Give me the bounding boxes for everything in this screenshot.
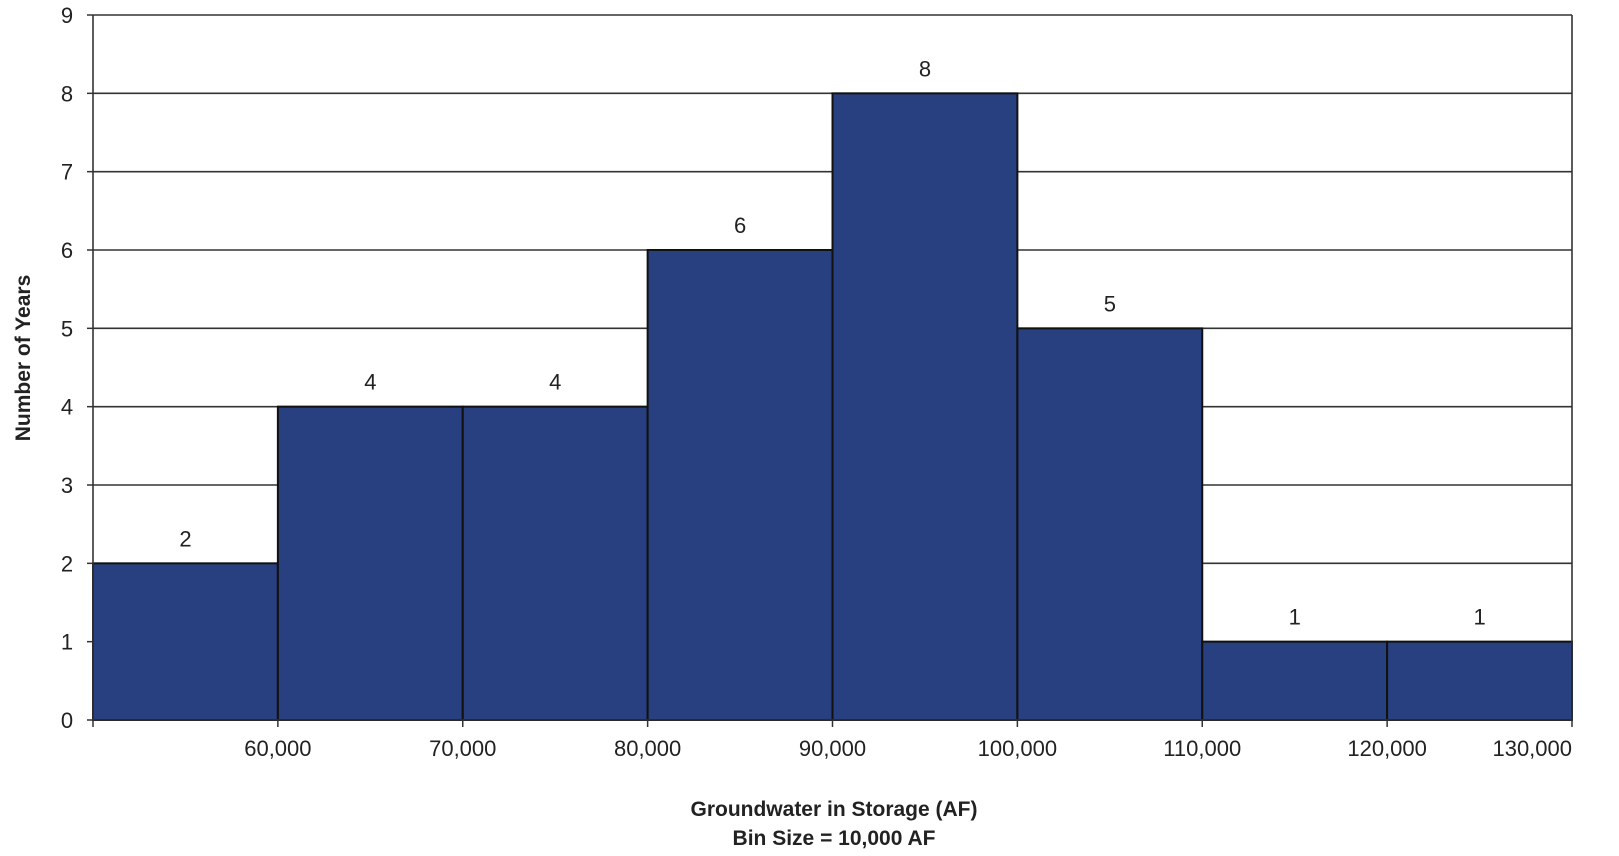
y-tick-label: 9 bbox=[61, 3, 73, 28]
x-tick-label: 70,000 bbox=[429, 736, 496, 761]
data-label: 1 bbox=[1473, 605, 1485, 630]
data-label: 4 bbox=[364, 370, 376, 395]
bar bbox=[92, 562, 279, 721]
y-tick-label: 6 bbox=[61, 238, 73, 263]
bars bbox=[92, 92, 1573, 722]
y-tick-label: 7 bbox=[61, 160, 73, 185]
x-tick-label: 60,000 bbox=[244, 736, 311, 761]
y-tick-label: 8 bbox=[61, 81, 73, 106]
bar bbox=[831, 92, 1019, 722]
bar bbox=[646, 249, 834, 721]
x-axis-title: Groundwater in Storage (AF) bbox=[690, 798, 977, 821]
bar bbox=[461, 405, 649, 721]
x-tick-label: 120,000 bbox=[1347, 736, 1427, 761]
data-label: 2 bbox=[179, 526, 191, 551]
y-tick-label: 4 bbox=[61, 395, 73, 420]
axes bbox=[87, 14, 1573, 727]
y-tick-label: 1 bbox=[61, 630, 73, 655]
y-tick-label: 3 bbox=[61, 473, 73, 498]
x-tick-label: 80,000 bbox=[614, 736, 681, 761]
y-tick-labels: 0 1 2 3 4 5 6 7 8 9 bbox=[61, 3, 73, 733]
bar bbox=[276, 405, 464, 721]
y-tick-label: 0 bbox=[61, 708, 73, 733]
x-tick-labels: 60,000 70,000 80,000 90,000 100,000 110,000 12… bbox=[244, 736, 1572, 761]
y-tick-label: 2 bbox=[61, 551, 73, 576]
bar bbox=[1201, 640, 1389, 722]
data-labels: 2 4 4 6 8 5 1 1 bbox=[179, 56, 1485, 629]
x-tick-label: 130,000 bbox=[1492, 736, 1572, 761]
data-label: 1 bbox=[1289, 605, 1301, 630]
y-axis-title: Number of Years bbox=[12, 275, 35, 442]
x-tick-label: 90,000 bbox=[799, 736, 866, 761]
y-tick-label: 5 bbox=[61, 316, 73, 341]
data-label: 8 bbox=[919, 56, 931, 81]
data-label: 5 bbox=[1104, 291, 1116, 316]
x-tick-label: 100,000 bbox=[978, 736, 1058, 761]
x-axis-subtitle: Bin Size = 10,000 AF bbox=[733, 827, 936, 850]
bar bbox=[1016, 327, 1204, 721]
bar bbox=[1386, 640, 1573, 722]
x-tick-label: 110,000 bbox=[1163, 736, 1241, 761]
data-label: 6 bbox=[734, 213, 746, 238]
data-label: 4 bbox=[549, 370, 561, 395]
